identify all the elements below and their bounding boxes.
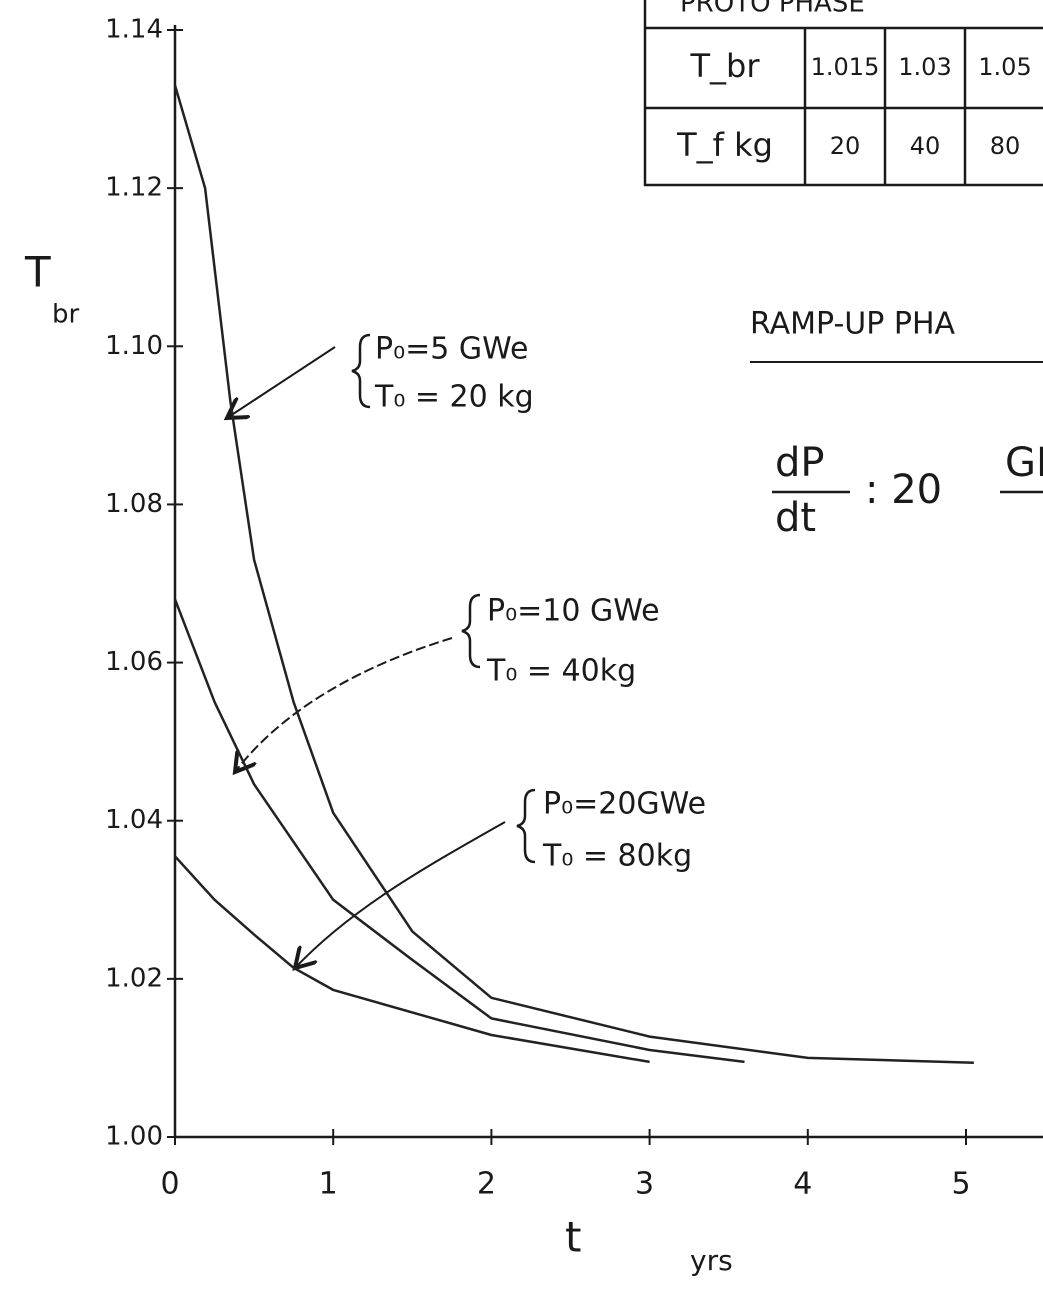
table-cell: T_f kg: [676, 126, 773, 164]
table-cell: 1.03: [898, 53, 951, 81]
y-tick-label: 1.10: [105, 331, 163, 361]
x-tick-label: 1: [319, 1167, 338, 1202]
table-cell: 80: [990, 132, 1021, 160]
x-tick-label: 2: [477, 1167, 496, 1202]
x-label: t: [565, 1213, 581, 1262]
table-cell: 1.015: [811, 53, 880, 81]
y-label: T: [24, 248, 51, 297]
formula-denominator: dt: [775, 495, 816, 541]
y-tick-label: 1.06: [105, 647, 163, 677]
ramp-up-title: RAMP-UP PHA: [750, 307, 956, 342]
y-tick-label: 1.04: [105, 805, 163, 835]
arrow: [235, 638, 452, 772]
brace: [352, 335, 370, 407]
table-cell: T_br: [689, 47, 760, 85]
x-tick-label: 4: [793, 1167, 812, 1202]
line: [175, 599, 745, 1062]
annotation: T₀ = 80kg: [542, 839, 692, 874]
arrow: [227, 347, 335, 418]
x-tick-label: 5: [951, 1167, 970, 1202]
y-tick-label: 1.02: [105, 963, 163, 993]
table-cell: 40: [910, 132, 941, 160]
table-cell: 1.05: [978, 53, 1031, 81]
table: PROTO PHASE T_br 1.015 1.03 1.05 T_f kg 20 40 8…: [645, 0, 1043, 185]
brace: [462, 595, 480, 667]
table-cell: 20: [830, 132, 861, 160]
y-tick-label: 1.08: [105, 489, 163, 519]
annotation: T₀ = 20 kg: [374, 380, 534, 415]
annotation: P₀=10 GWe: [487, 594, 660, 629]
annotation: P₀=5 GWe: [375, 332, 529, 367]
formula-numerator: dP: [775, 440, 825, 486]
formula-unit: GI: [1005, 440, 1043, 486]
annotation: P₀=20GWe: [543, 787, 706, 822]
line: [175, 85, 974, 1062]
y-tick-label: 1.14: [105, 15, 163, 45]
x-tick-label: 0: [160, 1167, 179, 1202]
x-label-unit: yrs: [690, 1244, 733, 1277]
annotation: T₀ = 40kg: [486, 654, 636, 689]
y-tick-label: 1.12: [105, 173, 163, 203]
x-tick-label: 3: [635, 1167, 654, 1202]
arrow: [295, 822, 505, 968]
table-title: PROTO PHASE: [680, 0, 865, 19]
formula-rhs: : 20: [865, 467, 942, 513]
chart: T br t yrs P₀=5 GWe T₀ = 20 kg P₀=10 GWe…: [0, 0, 1043, 1294]
y-tick-label: 1.00: [105, 1122, 163, 1152]
y-label-sub: br: [52, 300, 80, 330]
brace: [517, 790, 535, 862]
